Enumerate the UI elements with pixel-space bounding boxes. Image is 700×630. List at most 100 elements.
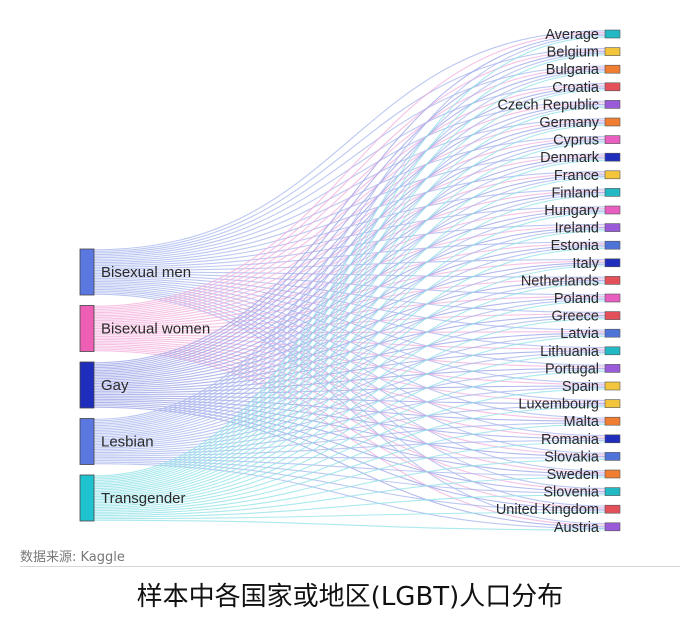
- target-label-united-kingdom: United Kingdom: [496, 502, 599, 518]
- target-node-latvia[interactable]: [604, 328, 621, 338]
- link-transgender-sweden: [93, 476, 606, 516]
- target-node-greece[interactable]: [604, 311, 621, 320]
- target-node-portugal[interactable]: [604, 364, 621, 373]
- target-node-cyprus[interactable]: [604, 135, 621, 144]
- link-gay-average: [93, 33, 606, 364]
- link-transgender-portugal: [93, 371, 606, 507]
- target-label-luxembourg: Luxembourg: [518, 397, 599, 413]
- link-lesbian-bulgaria: [93, 70, 606, 424]
- link-transgender-hungary: [93, 212, 606, 493]
- figure-caption: 样本中各国家或地区(LGBT)人口分布: [136, 582, 564, 612]
- link-transgender-poland: [93, 300, 606, 501]
- target-label-spain: Spain: [562, 379, 599, 395]
- target-node-romania[interactable]: [604, 434, 621, 444]
- target-node-spain[interactable]: [604, 381, 621, 391]
- target-label-romania: Romania: [541, 432, 600, 448]
- target-node-hungary[interactable]: [604, 205, 621, 215]
- link-transgender-czech-republic: [93, 107, 606, 483]
- link-transgender-united-kingdom: [93, 511, 606, 520]
- link-transgender-spain: [93, 388, 606, 509]
- target-node-belgium[interactable]: [604, 47, 621, 56]
- target-node-lithuania[interactable]: [604, 346, 621, 356]
- target-node-finland[interactable]: [604, 188, 621, 197]
- source-nodes: Bisexual men Bisexual women Gay Lesbian Tran…: [79, 248, 210, 522]
- target-label-germany: Germany: [539, 115, 599, 131]
- target-label-cyprus: Cyprus: [553, 133, 599, 149]
- target-label-lithuania: Lithuania: [540, 344, 600, 360]
- target-label-portugal: Portugal: [545, 361, 599, 377]
- target-label-denmark: Denmark: [540, 150, 600, 166]
- target-node-slovenia[interactable]: [604, 487, 621, 496]
- target-node-france[interactable]: [604, 170, 621, 180]
- target-node-ireland[interactable]: [604, 223, 621, 232]
- target-label-belgium: Belgium: [547, 45, 599, 61]
- target-node-italy[interactable]: [604, 258, 621, 268]
- link-transgender-luxembourg: [93, 406, 606, 510]
- target-node-luxembourg[interactable]: [604, 399, 621, 408]
- source-label-gay: Gay: [101, 377, 129, 394]
- target-node-slovakia[interactable]: [604, 452, 621, 461]
- link-bisexual-men-bulgaria: [93, 65, 606, 254]
- link-lesbian-average: [93, 35, 606, 420]
- target-label-poland: Poland: [554, 291, 599, 307]
- link-transgender-greece: [93, 318, 606, 502]
- target-node-average[interactable]: [604, 29, 621, 39]
- target-label-hungary: Hungary: [544, 203, 600, 219]
- link-bisexual-men-average: [93, 30, 606, 251]
- link-transgender-belgium: [93, 54, 606, 478]
- target-label-average: Average: [545, 27, 599, 43]
- target-label-france: France: [554, 168, 599, 184]
- source-node-bisexual-women[interactable]: [79, 305, 95, 352]
- target-label-greece: Greece: [551, 309, 599, 325]
- target-label-netherlands: Netherlands: [521, 273, 599, 289]
- link-transgender-romania: [93, 441, 606, 513]
- link-transgender-germany: [93, 124, 606, 485]
- target-node-united-kingdom[interactable]: [604, 504, 621, 514]
- link-transgender-netherlands: [93, 283, 606, 499]
- target-node-austria[interactable]: [604, 522, 621, 532]
- target-node-malta[interactable]: [604, 416, 621, 426]
- target-node-bulgaria[interactable]: [604, 64, 621, 74]
- target-node-czech-republic[interactable]: [604, 100, 621, 109]
- sankey-links: [93, 30, 606, 531]
- target-node-sweden[interactable]: [604, 469, 621, 479]
- target-label-finland: Finland: [551, 185, 599, 201]
- link-transgender-slovenia: [93, 494, 606, 518]
- link-bisexual-women-belgium: [93, 49, 606, 309]
- link-transgender-latvia: [93, 335, 606, 504]
- target-label-estonia: Estonia: [551, 238, 600, 254]
- source-node-gay[interactable]: [79, 361, 95, 409]
- target-node-poland[interactable]: [604, 293, 621, 303]
- target-node-estonia[interactable]: [604, 240, 621, 250]
- target-label-italy: Italy: [572, 256, 599, 272]
- link-gay-bulgaria: [93, 68, 606, 367]
- target-label-croatia: Croatia: [552, 80, 600, 96]
- target-node-netherlands[interactable]: [604, 276, 621, 285]
- caption-divider: [20, 566, 680, 567]
- source-note: 数据来源: Kaggle: [20, 550, 125, 565]
- target-label-slovakia: Slovakia: [544, 449, 600, 465]
- source-label-lesbian: Lesbian: [101, 434, 154, 451]
- source-node-bisexual-men[interactable]: [79, 248, 95, 296]
- target-label-latvia: Latvia: [560, 326, 600, 342]
- link-transgender-estonia: [93, 247, 606, 496]
- link-transgender-bulgaria: [93, 71, 606, 480]
- source-label-transgender: Transgender: [101, 490, 186, 507]
- link-transgender-croatia: [93, 89, 606, 482]
- target-label-sweden: Sweden: [547, 467, 599, 483]
- source-node-lesbian[interactable]: [79, 418, 95, 465]
- target-label-austria: Austria: [554, 520, 600, 536]
- link-transgender-slovakia: [93, 459, 606, 515]
- target-node-germany[interactable]: [604, 117, 621, 127]
- target-node-croatia[interactable]: [604, 82, 621, 92]
- source-label-bisexual-women: Bisexual women: [101, 321, 210, 338]
- link-bisexual-men-belgium: [93, 47, 606, 252]
- link-transgender-denmark: [93, 159, 606, 488]
- link-gay-belgium: [93, 51, 606, 365]
- source-node-transgender[interactable]: [79, 474, 95, 522]
- sankey-chart: Bisexual men Bisexual women Gay Lesbian Tran…: [79, 27, 621, 536]
- link-transgender-italy: [93, 265, 606, 497]
- target-node-denmark[interactable]: [604, 152, 621, 162]
- link-transgender-cyprus: [93, 142, 606, 486]
- target-label-bulgaria: Bulgaria: [546, 62, 600, 78]
